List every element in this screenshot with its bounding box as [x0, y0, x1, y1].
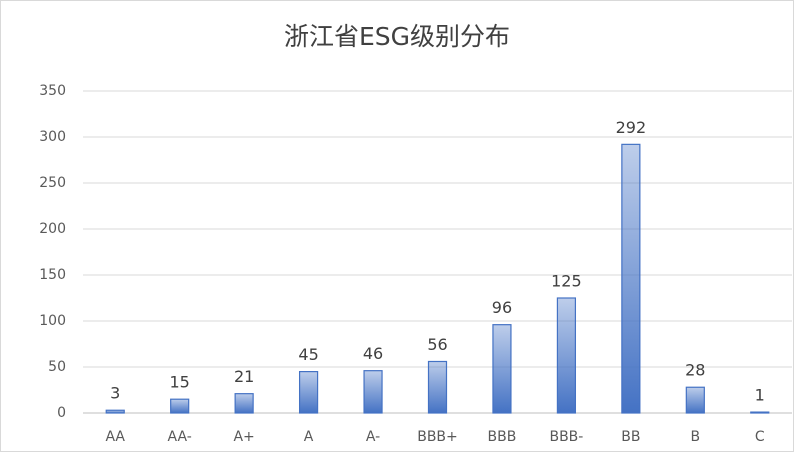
- bar: [427, 360, 448, 414]
- data-label: 46: [363, 344, 383, 363]
- x-tick-label: C: [755, 429, 765, 445]
- bar: [621, 143, 641, 414]
- y-tick-label: 50: [48, 359, 66, 375]
- data-label: 125: [551, 272, 582, 291]
- data-label: 28: [685, 361, 705, 380]
- y-tick-label: 300: [39, 129, 66, 145]
- x-tick-label: BBB+: [417, 429, 458, 445]
- x-tick-label: BBB: [488, 429, 517, 445]
- data-label: 21: [234, 367, 254, 386]
- x-tick-label: A: [304, 429, 314, 445]
- chart-title: 浙江省ESG级别分布: [284, 22, 510, 51]
- y-tick-label: 200: [39, 221, 66, 237]
- x-tick-label: BBB-: [549, 429, 583, 445]
- x-tick-label: A+: [233, 429, 254, 445]
- x-tick-label: A-: [366, 429, 380, 445]
- data-label: 3: [110, 384, 120, 403]
- x-tick-label: BB: [621, 429, 640, 445]
- bar: [685, 386, 705, 414]
- bar: [234, 393, 254, 414]
- data-label: 96: [492, 298, 512, 317]
- data-label: 292: [616, 118, 647, 137]
- y-tick-label: 100: [39, 313, 66, 329]
- x-tick-label: B: [691, 429, 701, 445]
- bar: [298, 371, 319, 414]
- data-label: 56: [427, 335, 447, 354]
- y-tick-label: 0: [57, 405, 66, 421]
- x-tick-label: AA: [105, 429, 125, 445]
- bar: [492, 324, 512, 414]
- bar: [105, 409, 125, 414]
- bar: [170, 398, 190, 414]
- x-tick-label: AA-: [168, 429, 192, 445]
- data-label: 1: [755, 386, 765, 405]
- data-label: 45: [298, 345, 318, 364]
- data-label: 15: [170, 373, 190, 392]
- bar: [750, 411, 770, 414]
- bar: [363, 370, 383, 414]
- y-tick-label: 250: [39, 175, 66, 191]
- y-tick-label: 350: [39, 83, 66, 99]
- bar: [556, 297, 577, 414]
- y-tick-label: 150: [39, 267, 66, 283]
